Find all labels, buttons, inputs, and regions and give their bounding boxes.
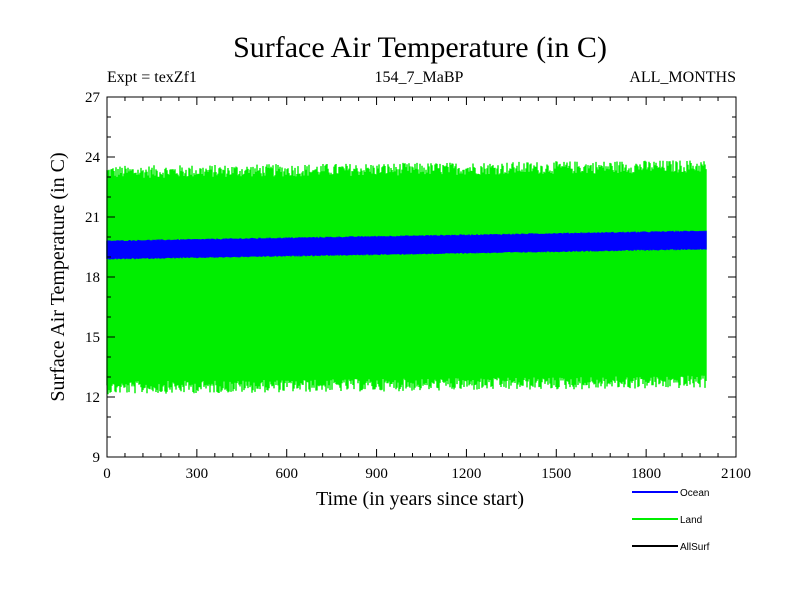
x-tick-label: 900: [365, 466, 388, 482]
plot-frame: [106, 96, 737, 458]
x-tick-label: 2100: [721, 466, 751, 482]
y-tick-label: 27: [85, 90, 101, 106]
x-tick-label: 600: [275, 466, 298, 482]
legend-label-allsurf: AllSurf: [680, 542, 710, 553]
x-tick-label: 0: [103, 466, 111, 482]
months-label: ALL_MONTHS: [629, 69, 736, 86]
series-land: [106, 160, 707, 395]
run-label: 154_7_MaBP: [375, 69, 464, 86]
legend: Ocean Land AllSurf: [632, 488, 710, 553]
chart-title: Surface Air Temperature (in C): [233, 31, 607, 64]
y-axis-label: Surface Air Temperature (in C): [47, 152, 69, 401]
y-tick-label: 21: [85, 210, 100, 226]
y-tick-label: 15: [85, 330, 100, 346]
y-tick-label: 18: [85, 270, 100, 286]
legend-label-land: Land: [680, 515, 702, 526]
y-tick-label: 12: [85, 390, 100, 406]
plot-area: [106, 160, 707, 395]
x-tick-label: 1500: [541, 466, 571, 482]
x-axis-label: Time (in years since start): [316, 488, 524, 510]
y-tick-label: 24: [85, 150, 101, 166]
legend-label-ocean: Ocean: [680, 488, 709, 499]
series-line-land: [106, 160, 707, 395]
x-tick-label: 1200: [451, 466, 481, 482]
y-tick-label: 9: [93, 450, 101, 466]
axis-ticks: 0 300 600 900 1200 1500 1800 2100 9 12 15 18 21 24 27: [85, 90, 751, 482]
x-tick-label: 1800: [631, 466, 661, 482]
x-tick-label: 300: [186, 466, 209, 482]
expt-label: Expt = texZf1: [107, 69, 197, 86]
